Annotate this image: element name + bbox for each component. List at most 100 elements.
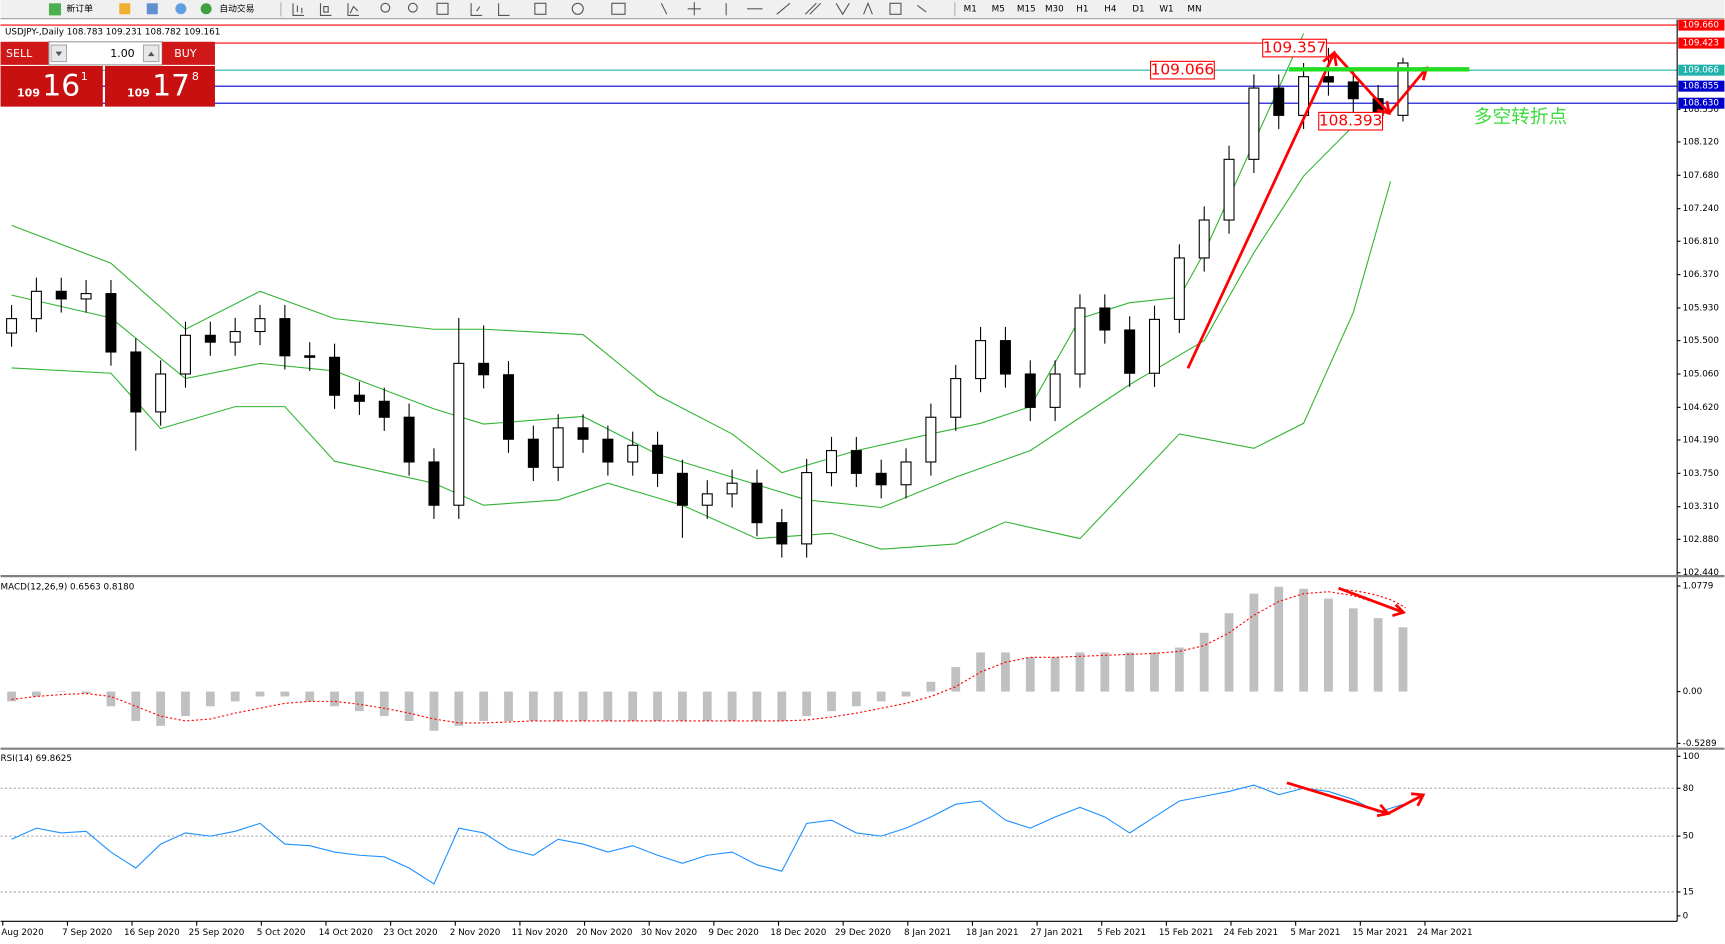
macd-histogram-bar (876, 691, 886, 702)
macd-histogram-bar (727, 691, 737, 721)
y-tick-label: -0.5289 (1683, 739, 1717, 749)
candle-body (502, 374, 514, 440)
buy-price-box[interactable] (105, 65, 215, 107)
x-tick-label: 11 Nov 2020 (512, 928, 568, 938)
candle-body (329, 356, 341, 396)
price-annotation-box (1262, 38, 1328, 58)
timeframe-button[interactable]: M5 (992, 4, 1005, 14)
x-tick-label: 5 Mar 2021 (1290, 928, 1340, 938)
candle-body (751, 482, 763, 524)
price-level-tag (1678, 64, 1725, 76)
candle-body (975, 340, 987, 380)
auto-trading-icon[interactable] (200, 3, 212, 15)
candle-body (527, 438, 539, 468)
candle-body (1149, 318, 1161, 374)
macd-histogram-bar (56, 691, 66, 693)
sell-button[interactable] (0, 41, 49, 65)
toolbar-icon[interactable] (146, 3, 158, 15)
macd-histogram-bar (1025, 657, 1035, 692)
candle-body (602, 438, 614, 463)
macd-histogram-bar (528, 691, 538, 721)
candle-body (279, 318, 291, 357)
candle-body (6, 318, 18, 334)
candle-body (304, 355, 316, 358)
sell-price-small: 1 (81, 70, 88, 83)
macd-histogram-bar (802, 691, 812, 717)
macd-histogram-bar (32, 691, 41, 697)
macd-histogram-bar (131, 691, 141, 721)
candle-body (1198, 219, 1210, 259)
y-tick-label: 102.440 (1683, 568, 1719, 578)
x-tick-label: 24 Feb 2021 (1223, 928, 1278, 938)
macd-histogram-bar (205, 691, 215, 707)
buy-price-main: 17 (152, 67, 190, 102)
time-axis: Aug 2020 7 Sep 2020 16 Sep 2020 25 Sep 2020… (1, 921, 1473, 938)
price-annotation: 108.393 (1319, 112, 1383, 130)
timeframe-button[interactable]: W1 (1159, 4, 1173, 14)
timeframe-button[interactable]: H1 (1076, 4, 1088, 14)
timeframe-button[interactable]: M30 (1045, 4, 1064, 14)
new-order-button[interactable]: 新订单 (67, 2, 94, 14)
price-level-tag (1678, 19, 1725, 31)
macd-histogram-bar (1398, 627, 1408, 692)
macd-histogram-bar (777, 691, 787, 721)
macd-histogram-bar (1373, 618, 1383, 692)
buy-button[interactable] (162, 41, 215, 65)
x-tick-label: 9 Dec 2020 (708, 928, 759, 938)
candle-body (378, 400, 390, 418)
timeframe-button[interactable]: MN (1187, 4, 1201, 14)
candle-body (726, 482, 738, 495)
macd-histogram-bar (752, 691, 762, 721)
price-annotation-box (1149, 60, 1215, 80)
x-tick-label: 8 Jan 2021 (904, 928, 951, 938)
x-tick-label: 16 Sep 2020 (124, 928, 180, 938)
candle-body (229, 330, 241, 343)
macd-histogram-bar (1150, 652, 1159, 692)
timeframe-button[interactable]: H4 (1104, 4, 1117, 14)
candle-body (1049, 373, 1061, 408)
timeframe-button[interactable]: M15 (1017, 4, 1036, 14)
turning-point-label: 多空转折点 (1474, 107, 1567, 128)
macd-histogram-bar (1125, 652, 1135, 692)
x-tick-label: 30 Nov 2020 (641, 928, 697, 938)
candle-body (453, 362, 465, 506)
y-tick-label: 103.310 (1683, 502, 1719, 512)
macd-histogram-bar (1224, 613, 1234, 692)
toolbar-icon[interactable] (119, 3, 131, 15)
y-tick-label: 107.240 (1683, 204, 1719, 214)
lots-value[interactable]: 1.00 (110, 47, 134, 60)
macd-histogram-bar (379, 691, 389, 717)
macd-histogram-bar (702, 691, 712, 721)
candle-body (1124, 329, 1136, 374)
buy-label[interactable]: BUY (174, 47, 197, 60)
candle-body (478, 362, 490, 376)
x-tick-label: 2 Nov 2020 (450, 928, 501, 938)
toolbar-tools[interactable] (292, 1, 927, 16)
y-tick-label: 15 (1683, 887, 1694, 897)
candle-body (204, 334, 216, 343)
macd-histogram-bar (653, 691, 662, 721)
macd-histogram-bar (926, 681, 936, 692)
candle-body (1322, 76, 1334, 83)
timeframe-button[interactable]: M1 (964, 4, 977, 14)
candle-body (254, 318, 266, 333)
macd-histogram-bar (355, 691, 364, 712)
sell-price-box[interactable] (0, 65, 103, 107)
macd-histogram-bar (553, 691, 563, 721)
one-click-trading: SELL 1.00 BUY 109 16 1 109 17 8 (0, 41, 215, 107)
x-tick-label: 24 Mar 2021 (1417, 928, 1473, 938)
candle-body (875, 472, 887, 486)
sell-label[interactable]: SELL (6, 47, 33, 60)
macd-histogram-bar (1249, 593, 1259, 692)
indicator-title: RSI(14) 69.8625 (1, 754, 72, 764)
candle-body (130, 351, 142, 413)
candle-body (80, 293, 92, 300)
y-tick-label: 105.500 (1683, 336, 1719, 346)
candle-body (1223, 158, 1235, 221)
timeframe-button[interactable]: D1 (1132, 4, 1144, 14)
macd-histogram-bar (1174, 647, 1184, 692)
new-order-icon[interactable] (48, 3, 62, 16)
toolbar-icon[interactable] (175, 3, 187, 15)
macd-signal-line (11, 591, 1404, 724)
auto-trading-button[interactable]: 自动交易 (219, 2, 254, 14)
